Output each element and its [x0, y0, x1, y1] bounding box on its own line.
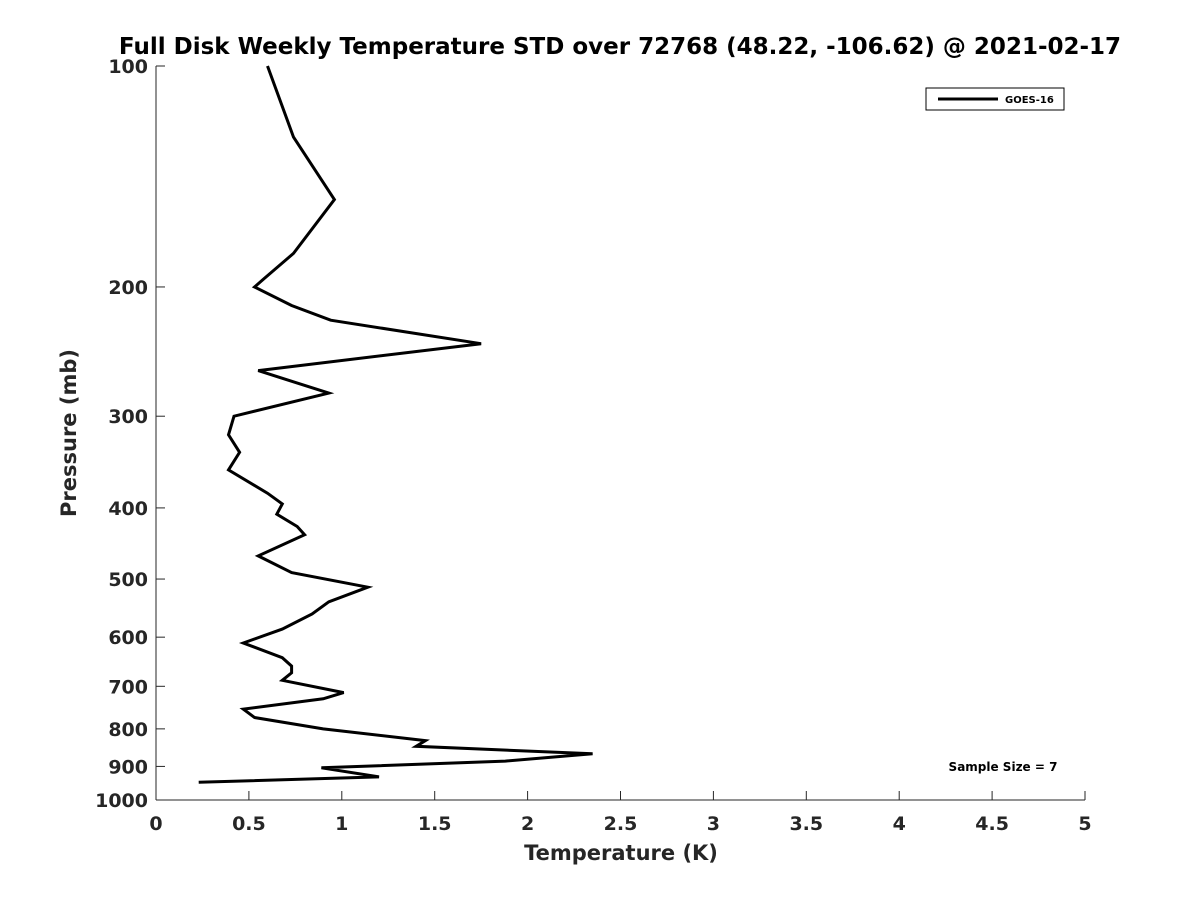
- x-tick-label: 4.5: [975, 813, 1009, 835]
- x-tick-label: 3.5: [789, 813, 823, 835]
- x-tick-label: 1: [335, 813, 348, 835]
- x-tick-label: 0: [149, 813, 162, 835]
- x-tick-label: 4: [893, 813, 906, 835]
- x-tick-label: 2.5: [604, 813, 638, 835]
- x-tick-label: 5: [1078, 813, 1091, 835]
- y-tick-label: 400: [108, 498, 148, 520]
- axes: [155, 66, 1085, 801]
- y-tick-label: 200: [108, 277, 148, 299]
- sample-size-annotation: Sample Size = 7: [949, 760, 1058, 774]
- x-axis-label: Temperature (K): [524, 841, 718, 865]
- x-tick-label: 2: [521, 813, 534, 835]
- y-tick-label: 500: [108, 569, 148, 591]
- y-tick-label: 600: [108, 627, 148, 649]
- x-tick-label: 0.5: [232, 813, 266, 835]
- y-tick-label: 100: [108, 56, 148, 78]
- y-tick-label: 300: [108, 406, 148, 428]
- y-tick-label: 700: [108, 676, 148, 698]
- y-tick-label: 900: [108, 756, 148, 778]
- y-tick-label: 1000: [95, 790, 148, 812]
- legend: GOES-16: [925, 87, 1065, 111]
- x-axis: 0 0.5 1 1.5 2 2.5 3 3.5 4 4.5 5: [149, 791, 1092, 835]
- chart-title: Full Disk Weekly Temperature STD over 72…: [119, 34, 1121, 60]
- y-axis: 100 200 300 400 500 600 700 800 900 1000: [95, 56, 165, 812]
- y-axis-label: Pressure (mb): [57, 349, 81, 517]
- series-line-goes-16: [198, 65, 593, 784]
- legend-label-goes-16: GOES-16: [1005, 95, 1054, 106]
- x-tick-label: 3: [707, 813, 720, 835]
- y-tick-label: 800: [108, 719, 148, 741]
- x-tick-label: 1.5: [418, 813, 452, 835]
